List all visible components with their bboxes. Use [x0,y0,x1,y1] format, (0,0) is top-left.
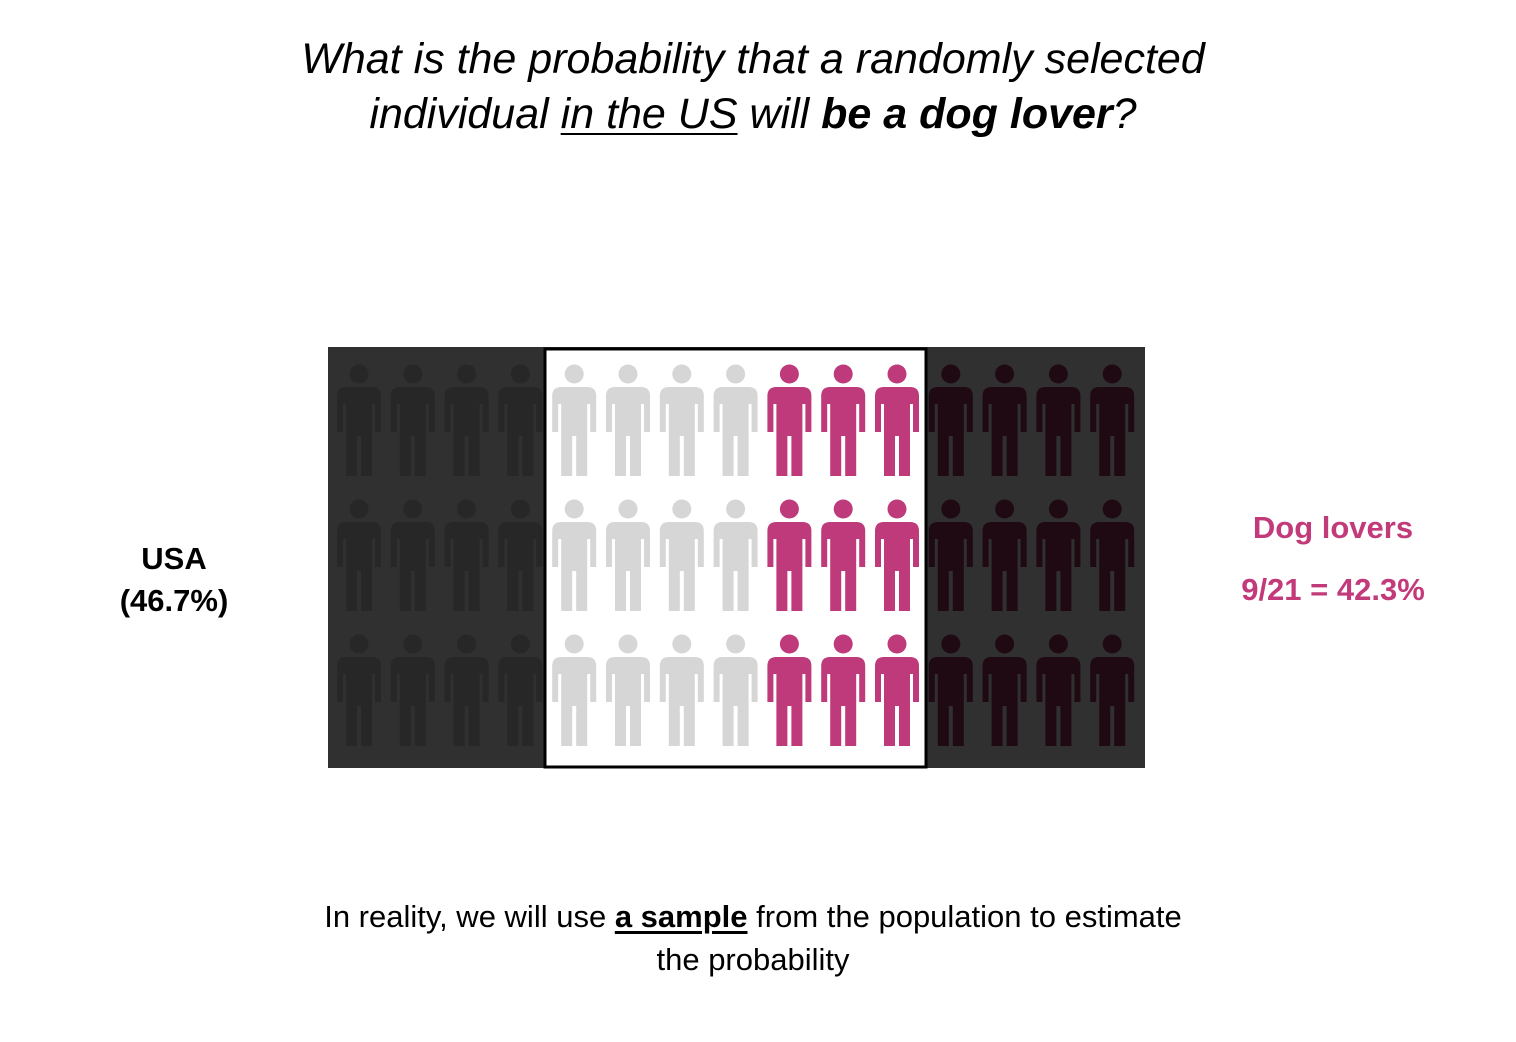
footnote-line-2: the probability [656,942,850,977]
footnote: In reality, we will use a sample from th… [150,895,1356,981]
title-part-2: individual [369,90,549,138]
title-question-mark: ? [1112,90,1137,138]
dog-lovers-ratio: 9/21 = 42.3% [1241,572,1425,607]
usa-name: USA [141,541,207,576]
title-part-3: will [749,90,810,138]
people-icons [337,364,1135,746]
footnote-emphasis: a sample [614,899,748,934]
usa-label: USA (46.7%) [100,538,248,622]
title-line-1: What is the probability that a randomly … [301,35,1205,83]
title-bold-phrase: be a dog lover [821,90,1113,138]
footnote-after: from the population to estimate [756,899,1182,934]
question-title: What is the probability that a randomly … [150,32,1356,142]
dog-lovers-label: Dog lovers [1252,510,1414,545]
usa-percentage: (46.7%) [119,583,229,618]
title-underlined-phrase: in the US [560,90,738,138]
footnote-before: In reality, we will use [324,899,607,934]
